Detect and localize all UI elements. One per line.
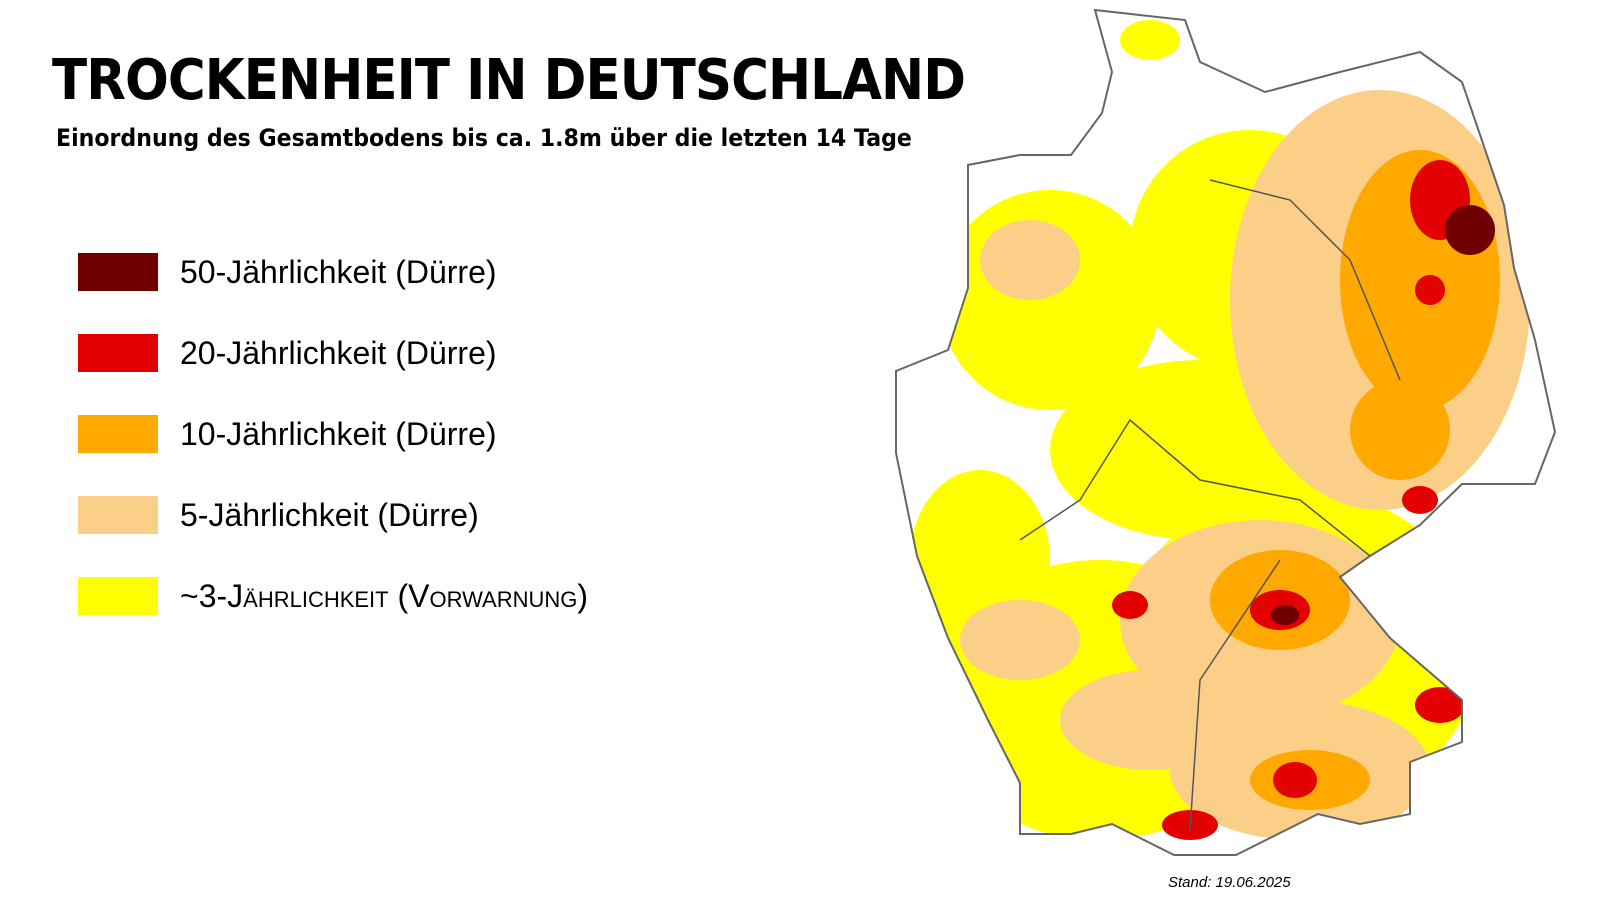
legend-item: 20-Jährlichkeit (Dürre): [78, 333, 497, 373]
subtitle: Einordnung des Gesamtbodens bis ca. 1.8m…: [56, 124, 912, 152]
legend-swatch: [78, 496, 158, 534]
legend-label: 20-Jährlichkeit (Dürre): [180, 334, 497, 371]
legend-swatch: [78, 415, 158, 453]
legend-swatch: [78, 577, 158, 615]
country-border: [895, 8, 1557, 856]
legend-label: 10-Jährlichkeit (Dürre): [180, 415, 497, 452]
legend-label: 50-Jährlichkeit (Dürre): [180, 253, 497, 290]
drought-area: [1271, 205, 1495, 625]
legend-item: 50-Jährlichkeit (Dürre): [78, 252, 497, 292]
legend-label: ~3-Jährlichkeit (Vorwarnung): [180, 577, 589, 614]
legend-item: 10-Jährlichkeit (Dürre): [78, 414, 497, 454]
legend-swatch: [78, 334, 158, 372]
map-body: [896, 10, 1555, 855]
legend-label: 5-Jährlichkeit (Dürre): [180, 496, 479, 533]
legend-item: ~3-Jährlichkeit (Vorwarnung): [78, 576, 588, 616]
legend-item: 5-Jährlichkeit (Dürre): [78, 495, 479, 535]
legend-swatch: [78, 253, 158, 291]
date-stamp: Stand: 19.06.2025: [1168, 874, 1291, 891]
title: TROCKENHEIT IN DEUTSCHLAND: [52, 48, 966, 113]
